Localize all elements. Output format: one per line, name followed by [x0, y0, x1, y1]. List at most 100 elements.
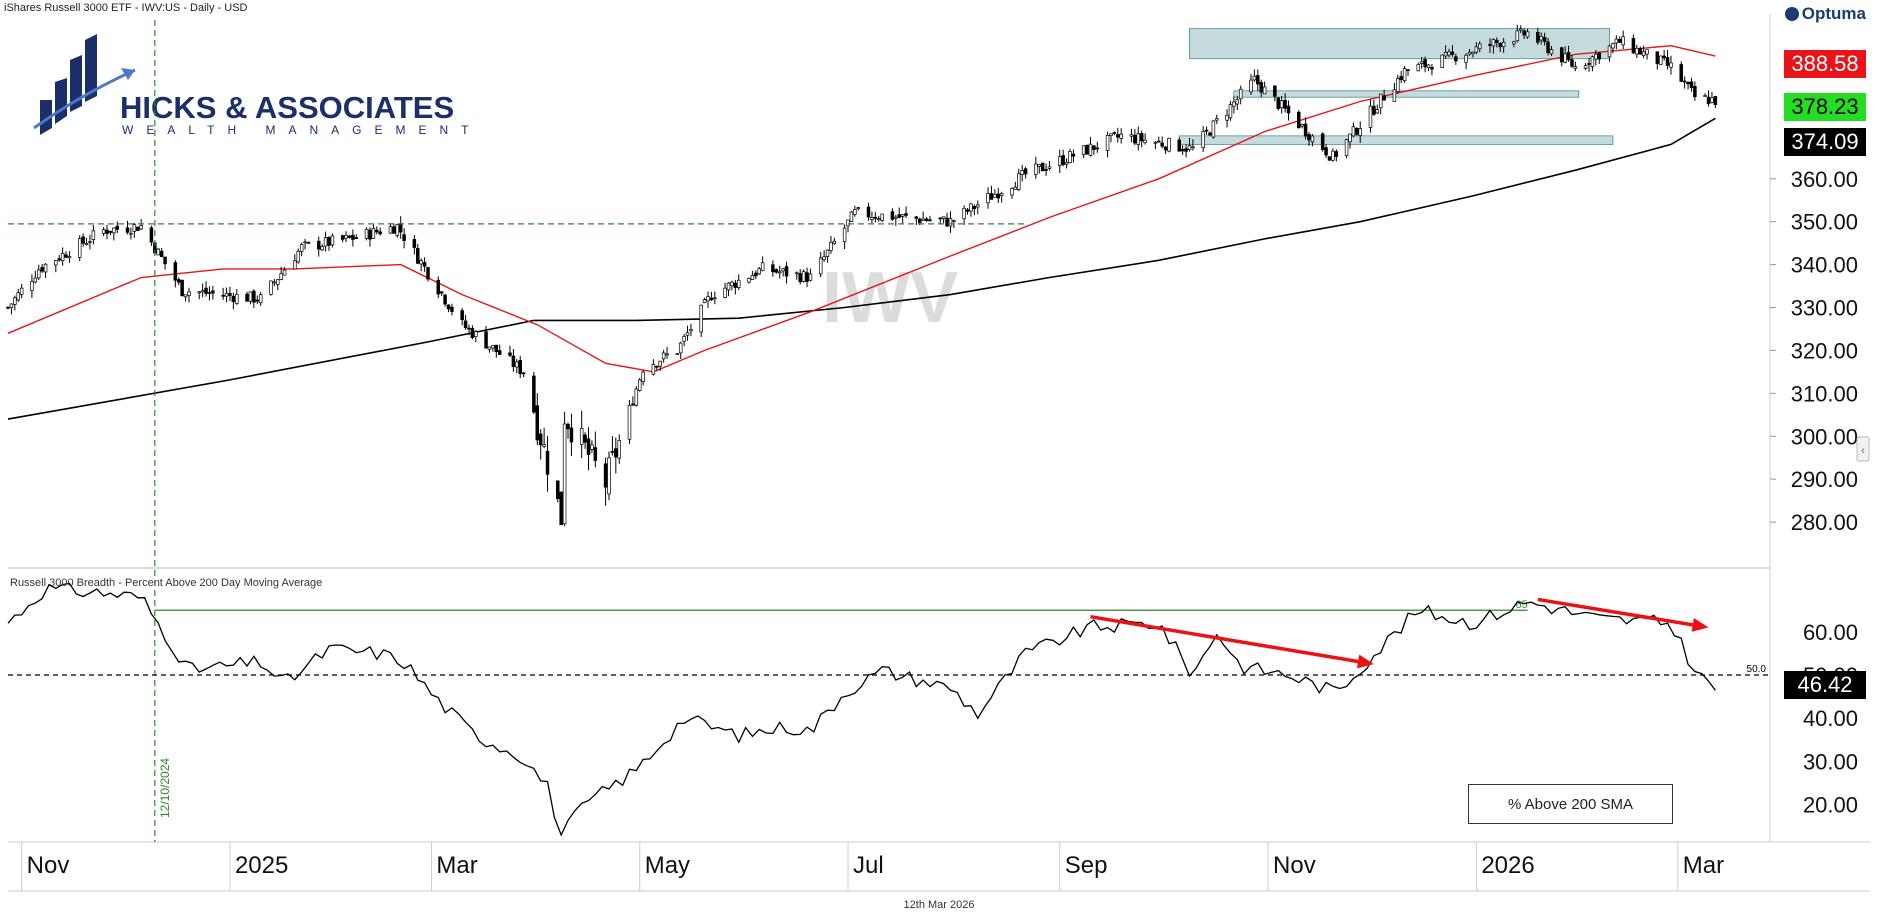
candle [327, 236, 331, 251]
time-axis: Nov 2025 Mar May Jul Sep Nov 2026 Mar [21, 842, 1724, 891]
candle-body [200, 290, 205, 293]
candle-body [54, 260, 58, 266]
candle [1464, 53, 1468, 70]
candle-body [1129, 134, 1134, 137]
candle-body [1348, 133, 1352, 143]
candle-body [1631, 37, 1636, 54]
candle-body [1331, 150, 1335, 161]
candle-body [258, 294, 263, 304]
candle-body [1443, 52, 1448, 57]
candle-body [784, 266, 789, 277]
candle-body [1665, 57, 1670, 66]
candle-body [1587, 63, 1591, 65]
candle [538, 429, 543, 460]
candle-body [603, 463, 608, 488]
candle-body [1566, 52, 1571, 61]
candle [1706, 90, 1711, 107]
candle [702, 297, 707, 304]
candle [1064, 158, 1069, 169]
candle-body [545, 450, 550, 475]
candle-body [293, 260, 297, 270]
trend-arrow [1090, 614, 1374, 669]
candle-body [1344, 139, 1349, 157]
candle-body [248, 291, 253, 302]
candle-body [487, 346, 492, 350]
candle [1443, 45, 1448, 59]
candle-body [508, 352, 512, 356]
candle-body [1536, 32, 1540, 43]
candle-body [1539, 35, 1543, 41]
candle [1249, 74, 1253, 95]
candle-body [542, 444, 546, 447]
candle-body [699, 304, 703, 333]
candle-body [829, 241, 833, 251]
candle-body [484, 331, 488, 349]
candle [1184, 144, 1188, 158]
candle-body [323, 237, 328, 247]
candle [900, 214, 905, 224]
candle [1566, 45, 1571, 62]
candle [136, 226, 140, 231]
candle-body [67, 256, 72, 259]
collapse-handle[interactable]: ‹ [1856, 436, 1870, 462]
candle-body [866, 206, 871, 218]
candle [1563, 46, 1567, 64]
candle [866, 202, 871, 221]
candle-body [1177, 139, 1182, 152]
candle [1368, 99, 1373, 133]
candle [1327, 156, 1332, 161]
candle-body [279, 273, 283, 280]
candle-body [556, 480, 560, 500]
candle-body [1454, 56, 1458, 62]
candle-body [754, 272, 758, 277]
breadth-layer: 50.0 65 [7, 582, 1770, 837]
candle [426, 266, 430, 282]
candle [1471, 51, 1475, 58]
candle [1133, 129, 1137, 146]
candle [412, 234, 417, 255]
candle [1693, 81, 1697, 101]
candle-body [282, 269, 287, 276]
candle-body [1645, 49, 1649, 55]
candle-body [1109, 133, 1113, 136]
candle [1542, 32, 1547, 46]
price-tick-label: 280.00 [1791, 510, 1858, 535]
candle-body [675, 353, 680, 356]
candle-body [316, 240, 321, 250]
candle [395, 223, 400, 238]
candle-body [1570, 59, 1574, 67]
candle-body [436, 279, 441, 295]
candle [88, 234, 92, 250]
candle [822, 250, 826, 262]
candle [1297, 110, 1301, 129]
candle-body [1573, 66, 1578, 69]
candle [856, 206, 861, 211]
candle [999, 191, 1004, 203]
candle [774, 268, 779, 274]
candle-body [470, 328, 475, 338]
candle [1283, 93, 1287, 113]
candle-body [6, 306, 10, 309]
candle-body [1081, 145, 1086, 156]
candle-body [1488, 44, 1492, 46]
candle-body [1201, 131, 1205, 149]
candle-body [136, 226, 140, 231]
candle-body [115, 225, 120, 230]
candle [467, 324, 471, 336]
candle-body [900, 214, 905, 217]
candle-body [16, 292, 20, 301]
candle-body [183, 294, 188, 298]
candle-body [1563, 53, 1567, 63]
candle [610, 436, 615, 456]
candle [1225, 109, 1229, 128]
candle-body [1597, 52, 1602, 60]
candle [829, 235, 833, 254]
candle-body [1133, 134, 1137, 144]
candle [747, 277, 751, 284]
candle [416, 243, 420, 264]
candle [1658, 55, 1663, 65]
candle [723, 282, 727, 299]
candle-body [1225, 114, 1229, 121]
candle [508, 345, 512, 358]
